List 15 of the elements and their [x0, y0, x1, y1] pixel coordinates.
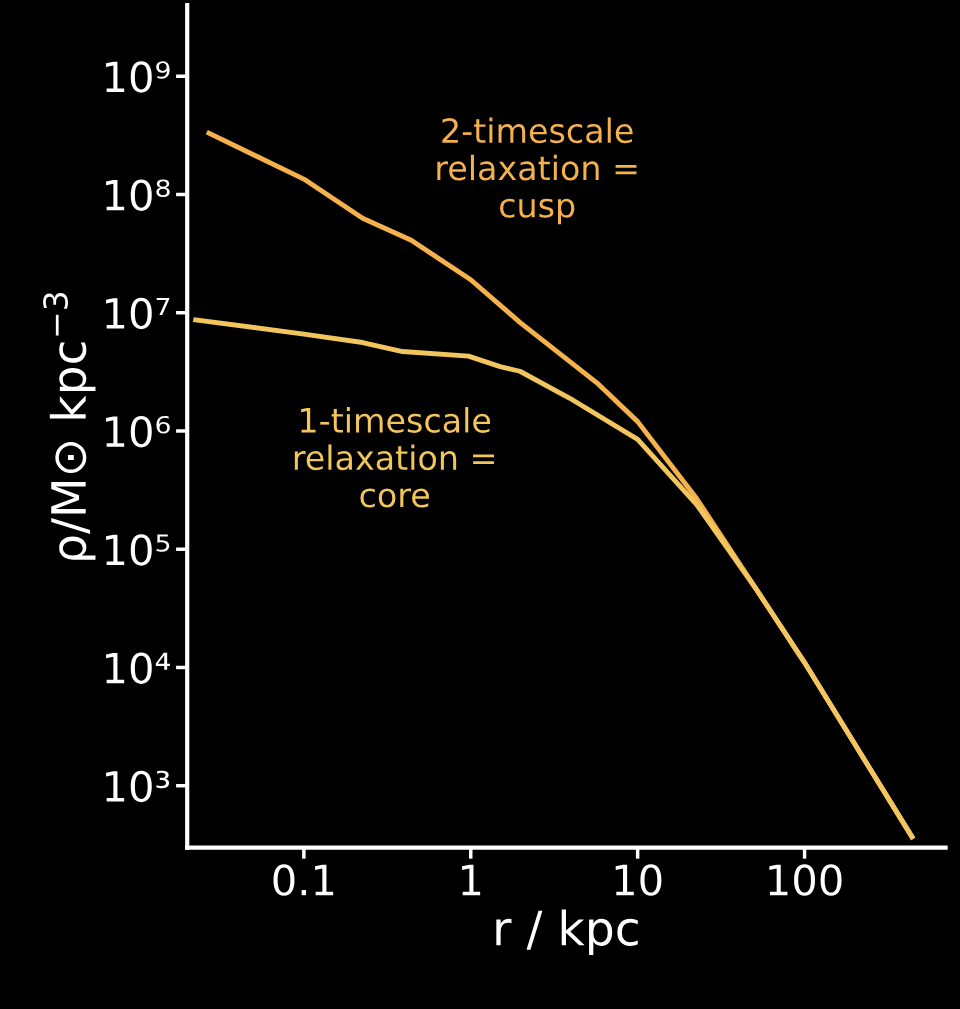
x-tick-label: 0.1: [273, 864, 334, 896]
series-label: 2-timescale relaxation = cusp: [437, 117, 637, 225]
y-tick-label: 10³: [106, 770, 170, 803]
series-label: 1-timescale relaxation = core: [294, 407, 494, 508]
y-tick-label: 10⁶: [106, 415, 170, 448]
y-tick-label: 10⁸: [106, 179, 170, 211]
y-axis-title: ρ/M⊙ kpc$^{−3}$: [43, 292, 96, 560]
x-tick-label: 100: [769, 864, 842, 896]
y-tick-label: 10⁷: [106, 297, 170, 330]
x-tick-label: 1: [462, 864, 481, 896]
x-tick-label: 10: [615, 864, 662, 896]
y-tick-label: 10⁹: [106, 61, 170, 93]
x-axis-title: r / kpc: [496, 909, 638, 956]
y-tick-label: 10⁵: [106, 534, 170, 566]
y-tick-label: 10⁴: [106, 652, 170, 684]
